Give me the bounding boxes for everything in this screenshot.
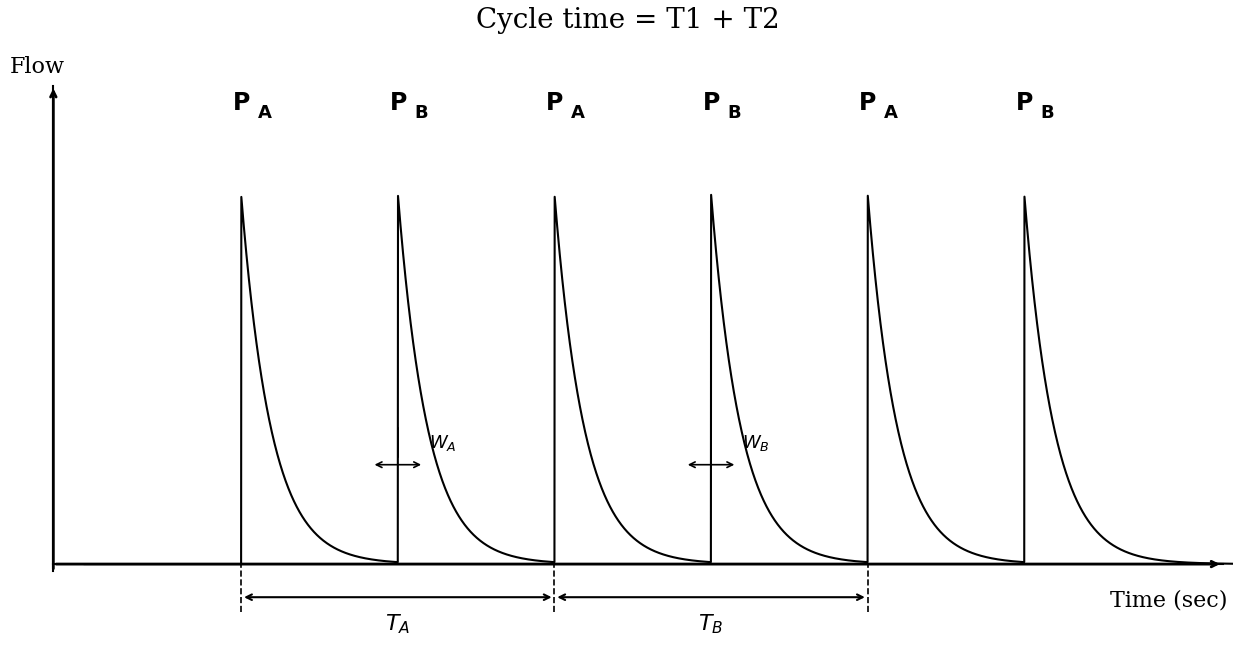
Text: Flow: Flow	[10, 56, 66, 78]
Text: $T_A$: $T_A$	[386, 612, 410, 636]
Text: $\mathbf{A}$: $\mathbf{A}$	[883, 104, 899, 123]
Text: $\mathbf{P}$: $\mathbf{P}$	[1016, 91, 1033, 115]
Title: Cycle time = T1 + T2: Cycle time = T1 + T2	[476, 7, 780, 34]
Text: $W_B$: $W_B$	[743, 433, 770, 452]
Text: $\mathbf{B}$: $\mathbf{B}$	[413, 104, 428, 123]
Text: $\mathbf{A}$: $\mathbf{A}$	[257, 104, 273, 123]
Text: $\mathbf{B}$: $\mathbf{B}$	[727, 104, 742, 123]
Text: $T_B$: $T_B$	[698, 612, 724, 636]
Text: $\mathbf{P}$: $\mathbf{P}$	[858, 91, 877, 115]
Text: $\mathbf{P}$: $\mathbf{P}$	[702, 91, 720, 115]
Text: $\mathbf{A}$: $\mathbf{A}$	[570, 104, 587, 123]
Text: $\mathbf{P}$: $\mathbf{P}$	[388, 91, 407, 115]
Text: $\mathbf{P}$: $\mathbf{P}$	[546, 91, 564, 115]
Text: $W_A$: $W_A$	[429, 433, 456, 452]
Text: $\mathbf{B}$: $\mathbf{B}$	[1040, 104, 1054, 123]
Text: Time (sec): Time (sec)	[1110, 590, 1228, 612]
Text: $\mathbf{P}$: $\mathbf{P}$	[232, 91, 250, 115]
